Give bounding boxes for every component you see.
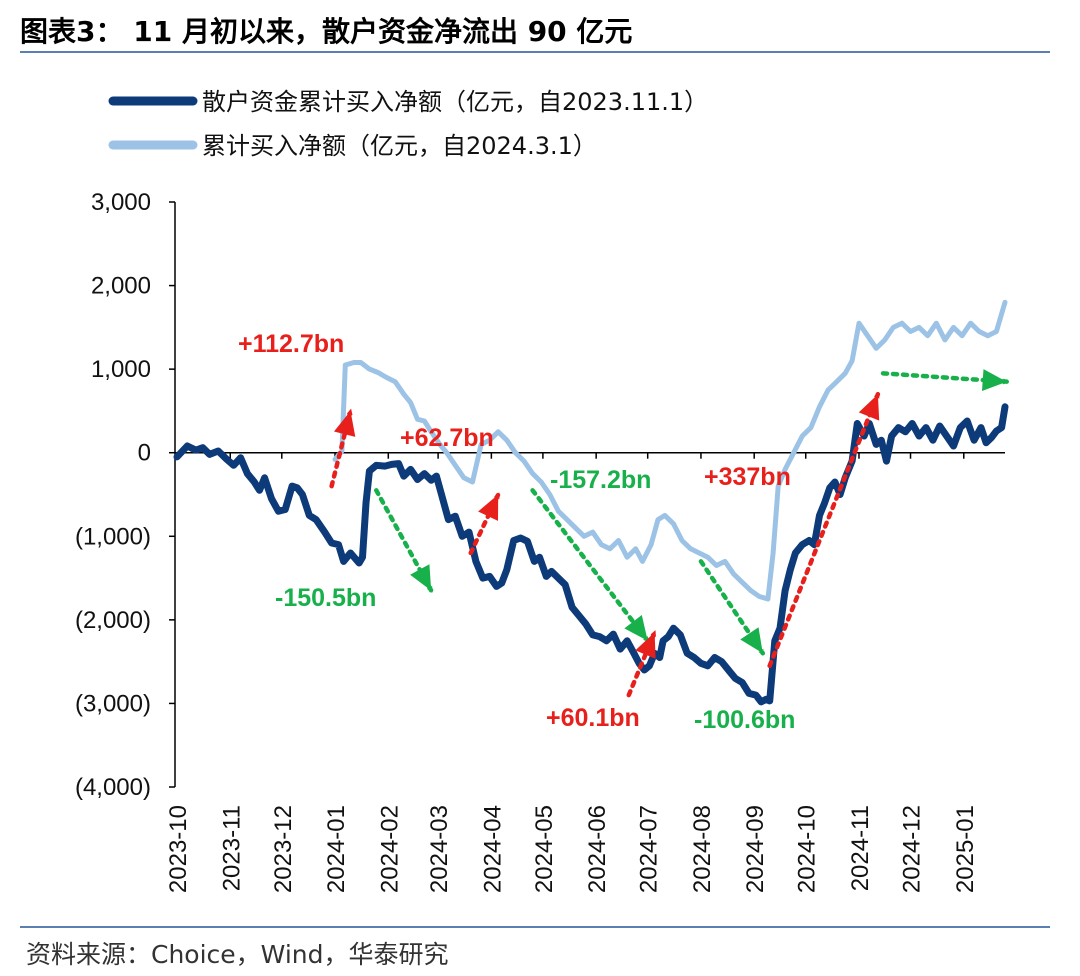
chart-legend: 散户资金累计买入净额（亿元，自2023.11.1） 累计买入净额（亿元，自202… (108, 88, 708, 160)
inflow-arrow (767, 391, 881, 669)
x-tick-label: 2023-12 (270, 805, 297, 893)
y-tick-label: 1,000 (91, 356, 151, 383)
y-tick-label: (3,000) (75, 690, 151, 717)
annotation-label: +337bn (704, 463, 791, 491)
x-tick-label: 2024-12 (899, 805, 926, 893)
y-tick-label: 0 (138, 440, 151, 467)
x-tick-label: 2024-03 (426, 805, 453, 893)
source-note: 资料来源：Choice，Wind，华泰研究 (26, 940, 449, 969)
arrow-head (334, 410, 356, 437)
x-tick-label: 2024-11 (847, 805, 874, 891)
annotation-label: +62.7bn (400, 424, 494, 452)
arrow-head (410, 564, 432, 591)
x-tick-label: 2023-10 (165, 805, 192, 893)
x-tick-label: 2023-11 (218, 805, 245, 891)
series-line-dark (173, 403, 1009, 706)
x-tick-label: 2024-01 (323, 805, 350, 893)
x-tick-label: 2024-02 (376, 805, 403, 893)
series-line-light (332, 299, 1008, 602)
y-tick-label: (1,000) (75, 523, 151, 550)
annotation-arrows: +112.7bn -150.5bn +62.7bn -157.2bn +60.1bn -1… (238, 330, 1010, 734)
arrow-head (740, 627, 763, 654)
annotation-label: +112.7bn (238, 330, 344, 358)
x-tick-label: 2024-10 (794, 805, 821, 893)
annotation-label: -150.5bn (275, 584, 376, 612)
footer-divider (20, 926, 1050, 928)
arrow-head (478, 494, 499, 521)
outflow-arrow (530, 488, 650, 643)
arrow-head (624, 615, 648, 641)
title-divider (20, 51, 1050, 53)
arrow-head (858, 394, 880, 421)
y-tick-label: (2,000) (75, 607, 151, 634)
x-tick-label: 2025-01 (952, 805, 979, 893)
legend-label-light: 累计买入净额（亿元，自2024.3.1） (202, 132, 597, 160)
x-tick-label: 2024-04 (479, 805, 506, 893)
annotation-label: -100.6bn (694, 706, 795, 734)
chart-axes: 3,000 2,000 1,000 0 (1,000) (2,000) (3,000) (4,… (75, 189, 1005, 893)
x-tick-label: 2024-09 (742, 805, 769, 893)
y-tick-label: 2,000 (91, 273, 151, 300)
x-tick-label: 2024-07 (636, 805, 663, 893)
legend-label-dark: 散户资金累计买入净额（亿元，自2023.11.1） (202, 88, 708, 116)
x-tick-label: 2024-05 (531, 805, 558, 893)
annotation-label: -157.2bn (550, 466, 651, 494)
y-tick-label: (4,000) (75, 774, 151, 801)
inflow-arrow (626, 630, 657, 698)
x-tick-label: 2024-08 (689, 805, 716, 893)
y-tick-label: 3,000 (91, 189, 151, 216)
x-tick-label: 2024-06 (584, 805, 611, 893)
series-lines (173, 299, 1009, 706)
arrow-head (982, 369, 1007, 391)
arrow-head (635, 632, 656, 659)
annotation-label: +60.1bn (546, 704, 640, 732)
page-title: 图表3： 11 月初以来，散户资金净流出 90 亿元 (20, 15, 633, 48)
